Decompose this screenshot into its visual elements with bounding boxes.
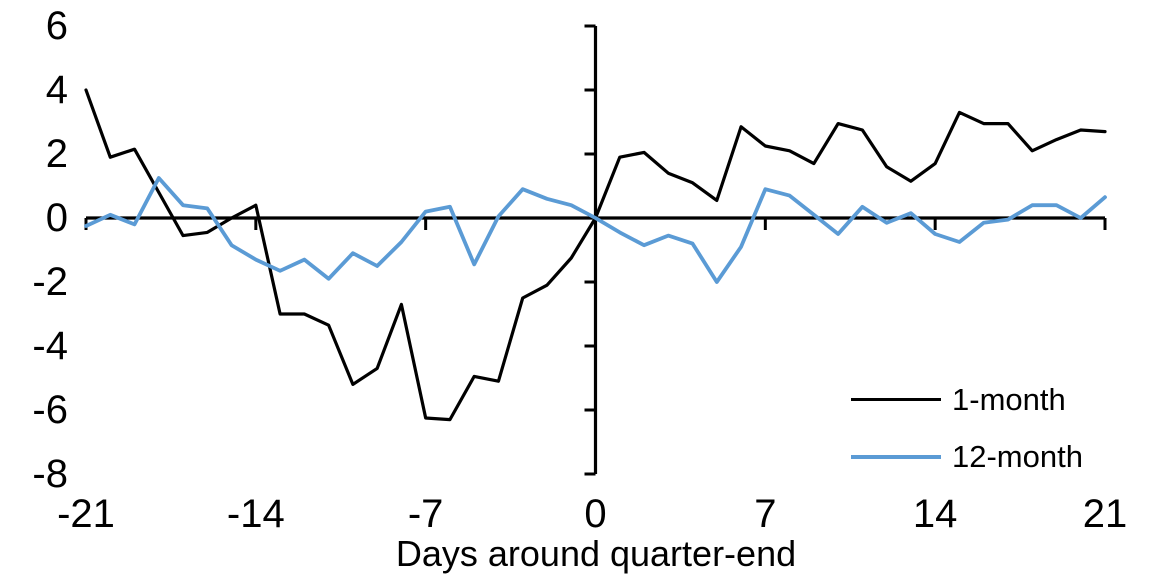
y-tick-label--2: -2	[32, 260, 68, 304]
legend-swatch-12-month	[851, 454, 941, 459]
x-tick-label-14: 14	[912, 492, 958, 536]
y-tick-label--6: -6	[32, 388, 68, 432]
y-tick-label--4: -4	[32, 324, 68, 368]
x-tick-label--7: -7	[407, 492, 444, 536]
x-tick-label--14: -14	[226, 492, 285, 536]
y-tick-label-6: 6	[45, 4, 68, 48]
x-tick-label-0: 0	[584, 492, 607, 536]
legend-label-12-month: 12-month	[952, 439, 1083, 474]
y-tick-label-0: 0	[45, 196, 68, 240]
x-tick-label--21: -21	[57, 492, 115, 536]
y-tick-label--8: -8	[32, 452, 68, 496]
legend-item-12-month: 12-month	[851, 438, 1083, 475]
x-tick-label-7: 7	[754, 492, 777, 536]
y-tick-label-2: 2	[45, 132, 68, 176]
series-line-12-month	[84, 176, 1107, 284]
legend: 1-month 12-month	[851, 381, 1083, 475]
y-tick-label-4: 4	[45, 68, 68, 112]
x-axis-title: Days around quarter-end	[395, 533, 797, 574]
legend-label-1-month: 1-month	[952, 382, 1066, 417]
x-tick-label-21: 21	[1082, 492, 1128, 536]
legend-item-1-month: 1-month	[851, 381, 1083, 418]
legend-swatch-1-month	[851, 398, 941, 401]
